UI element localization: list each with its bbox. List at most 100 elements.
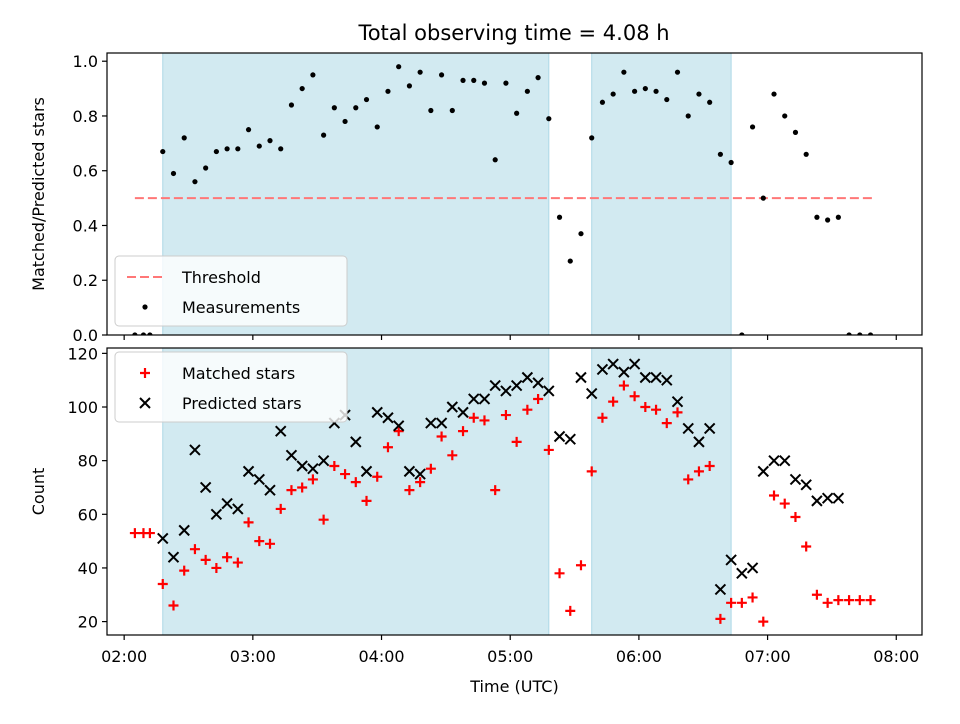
matched-stars-point [340,469,351,480]
predicted-stars-point [264,484,276,496]
y-tick-label: 60 [78,505,98,524]
predicted-stars-point [221,497,233,510]
measurement-point [825,217,831,223]
measurement-point [299,85,305,92]
matched-stars-point [779,498,790,509]
predicted-stars-point [425,417,437,429]
matched-stars-point [844,595,855,606]
legend-label: Measurements [182,298,300,317]
predicted-stars-point [253,473,265,486]
predicted-stars-point [521,371,534,384]
matched-stars-point [618,380,629,391]
predicted-stars-point [500,385,512,397]
predicted-stars-point [360,465,373,478]
measurement-point [653,88,659,94]
matched-stars-point [458,426,469,437]
measurement-point [310,72,316,78]
predicted-stars-point [725,554,737,566]
legend-label: Matched stars [182,364,295,383]
matched-stars-point [554,568,565,579]
matched-stars-point [629,391,640,402]
measurement-point [739,332,745,335]
predicted-stars-point [618,366,630,378]
predicted-stars-point [317,454,330,467]
predicted-stars-point [157,532,169,545]
predicted-stars-point [768,454,780,467]
predicted-stars-point [661,374,673,386]
measurement-point [760,195,766,201]
measurement-point [792,129,799,135]
matched-stars-point [415,477,426,488]
measurement-point [321,132,327,138]
matched-stars-point [672,407,683,418]
matched-stars-point [597,412,608,423]
matched-stars-point [726,597,737,608]
y-tick-label: 1.0 [73,52,98,71]
matched-stars-point [865,595,876,606]
predicted-stars-point [811,495,823,507]
predicted-stars-point [832,492,845,504]
matched-stars-point [144,528,155,539]
predicted-stars-point [586,387,598,400]
predicted-stars-point [178,524,190,537]
predicted-stars-point [607,358,619,370]
matched-stars-point [811,589,822,600]
matched-stars-point [286,485,297,496]
axes-frame [106,52,923,336]
predicted-stars-point [382,412,394,424]
matched-stars-point [575,560,586,571]
legend-matched-swatch [140,368,150,378]
matched-stars-point [318,514,329,525]
matched-stars-point [200,554,211,565]
matched-stars-point [425,463,436,474]
matched-stars-point [254,536,265,547]
measurement-point [664,96,670,103]
predicted-stars-point [714,583,727,596]
legend-label: Predicted stars [182,394,302,413]
predicted-stars-point [307,462,319,475]
measurement-point [406,83,413,89]
measurement-point [267,138,273,144]
matched-stars-point [479,415,490,426]
measurement-point [224,146,230,152]
measurement-point [385,88,391,94]
x-tick-label: 03:00 [230,647,276,666]
measurement-point [235,146,241,152]
matched-stars-point [801,541,812,552]
matched-stars-point [640,402,651,413]
measurement-point [589,135,595,141]
measurement-point [867,332,874,335]
y-tick-label: 0.4 [73,216,98,235]
measurement-point [707,99,713,105]
matched-stars-point [715,613,726,624]
matched-stars-point [404,485,415,496]
measurement-point [471,77,477,83]
matched-stars-point [447,450,458,461]
measurement-point [363,96,370,103]
y-tick-label: 40 [78,559,98,578]
matched-stars-point [608,396,619,407]
matched-stars-point [661,418,672,429]
matched-stars-point [222,552,233,563]
matched-stars-point [275,503,286,514]
matched-stars-point [329,461,340,472]
measurement-point [567,258,573,264]
measurement-point [503,80,509,86]
measurement-point [417,69,423,75]
matched-stars-point [769,490,780,501]
measurement-point [374,124,380,130]
matched-stars-point [361,495,372,506]
measurement-point [170,170,177,177]
measurement-point [685,113,691,119]
matched-stars-point [265,538,275,549]
legend: Matched stars Predicted stars [114,351,348,423]
matched-stars-point [468,412,479,423]
top-panel: 0.0 0.2 0.4 0.6 0.8 1.0 Matched/Predicted star… [29,52,923,345]
predicted-stars-point [414,468,426,480]
predicted-stars-point [403,465,416,478]
measurement-point [192,179,198,185]
matched-stars-point [157,579,168,590]
predicted-stars-point [789,473,802,486]
measurement-point [438,72,445,78]
